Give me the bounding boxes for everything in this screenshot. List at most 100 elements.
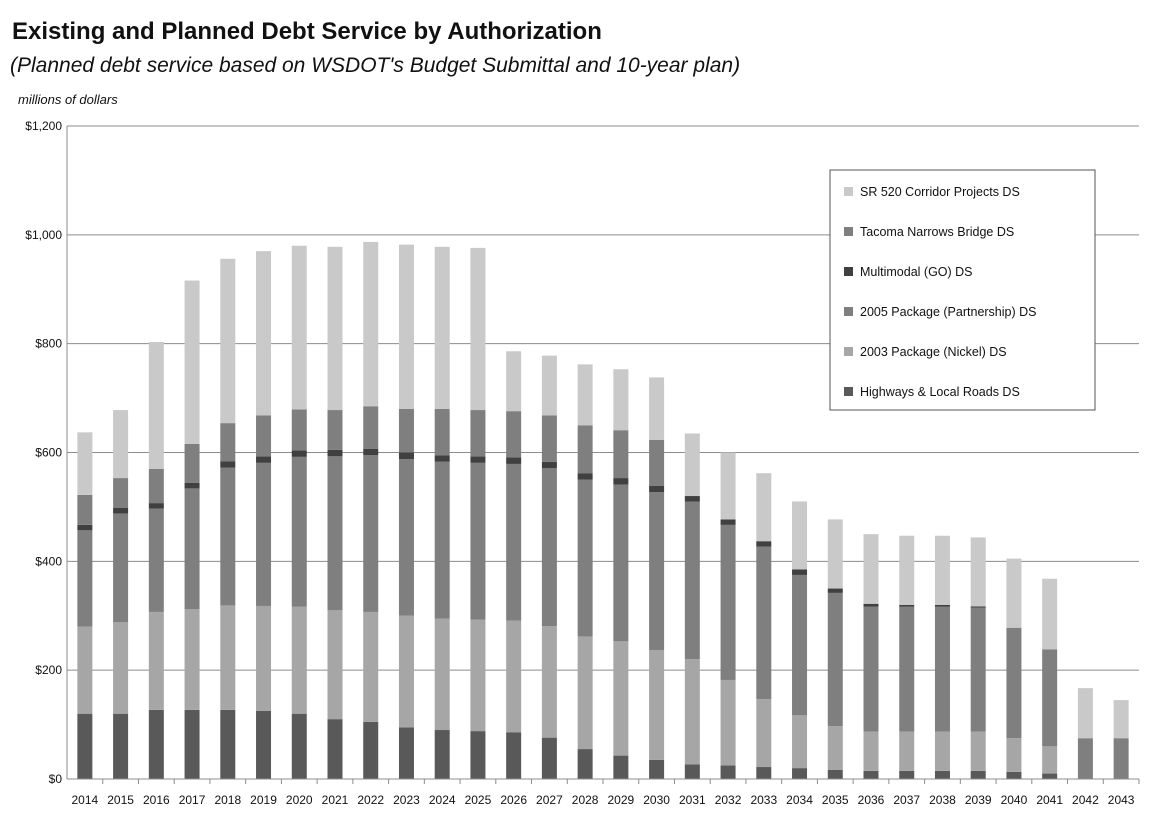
bar-segment	[434, 455, 450, 462]
bar-segment	[184, 488, 200, 610]
bar-segment	[613, 369, 629, 431]
x-tick-label: 2039	[965, 793, 992, 807]
bar-segment	[649, 439, 665, 486]
y-tick-label: $1,200	[25, 119, 62, 133]
bar-segment	[220, 258, 236, 424]
bar-segment	[720, 524, 736, 680]
y-tick-label: $400	[35, 554, 62, 568]
bar-segment	[256, 710, 272, 779]
bar-segment	[792, 569, 808, 575]
bar-segment	[363, 241, 379, 407]
bar-segment	[1077, 738, 1093, 779]
bar-segment	[970, 537, 986, 607]
bar-segment	[649, 377, 665, 440]
bar-segment	[720, 679, 736, 766]
x-tick-label: 2014	[72, 793, 99, 807]
bar-segment	[291, 713, 307, 779]
x-tick-label: 2024	[429, 793, 456, 807]
bar-segment	[256, 456, 272, 463]
bar-segment	[899, 604, 915, 607]
bar-segment	[77, 432, 93, 495]
legend-swatch	[844, 267, 853, 276]
bar-segment	[970, 770, 986, 779]
bar-segment	[256, 415, 272, 457]
bar-segment	[470, 456, 486, 463]
x-tick-label: 2043	[1108, 793, 1135, 807]
bar-segment	[684, 433, 700, 497]
bar-segment	[184, 443, 200, 483]
bar-segment	[934, 770, 950, 779]
bar-segment	[220, 423, 236, 462]
bar-segment	[184, 609, 200, 710]
legend-label: Highways & Local Roads DS	[860, 385, 1020, 399]
bar-segment	[1042, 649, 1058, 747]
bar-segment	[899, 731, 915, 771]
bar-segment	[792, 768, 808, 779]
bar-segment	[363, 455, 379, 612]
x-tick-label: 2035	[822, 793, 849, 807]
bar-segment	[1042, 578, 1058, 650]
x-tick-label: 2040	[1001, 793, 1028, 807]
chart-title: Existing and Planned Debt Service by Aut…	[12, 18, 602, 45]
bar-segment	[613, 484, 629, 642]
bar-segment	[148, 709, 164, 779]
legend-swatch	[844, 387, 853, 396]
bar-segment	[684, 496, 700, 502]
x-tick-label: 2021	[322, 793, 349, 807]
bar-segment	[756, 767, 772, 779]
bar-segment	[613, 478, 629, 485]
axes: $0 $200 $400 $600 $800 $1,000 $1,200 2014 2015 20…	[25, 119, 1140, 807]
bar-segment	[148, 468, 164, 504]
bar-segment	[1006, 771, 1022, 779]
bar-segment	[327, 410, 343, 450]
bar-segment	[434, 461, 450, 619]
x-tick-label: 2026	[500, 793, 527, 807]
bar-segment	[720, 519, 736, 525]
bar-segment	[113, 713, 129, 779]
bar-segment	[792, 574, 808, 716]
x-tick-label: 2028	[572, 793, 599, 807]
x-tick-label: 2034	[786, 793, 813, 807]
bar-segment	[327, 456, 343, 611]
bar-segment	[506, 732, 522, 779]
legend-box	[829, 169, 1096, 411]
bar-segment	[899, 535, 915, 605]
y-tick-label: $200	[35, 663, 62, 677]
bar-segment	[256, 462, 272, 606]
bar-segment	[827, 769, 843, 779]
bar-segment	[470, 619, 486, 732]
bar-segment	[1113, 700, 1129, 739]
bar-segment	[506, 620, 522, 733]
bar-segment	[77, 713, 93, 779]
bar-segment	[1006, 558, 1022, 628]
y-tick-label: $0	[49, 772, 63, 786]
bar-segment	[577, 636, 593, 750]
chart-subtitle: (Planned debt service based on WSDOT's B…	[10, 54, 741, 77]
y-axis-unit-label: millions of dollars	[18, 92, 118, 107]
bar-segment	[256, 251, 272, 416]
x-tick-label: 2031	[679, 793, 706, 807]
bar-segment	[577, 425, 593, 474]
bar-segment	[577, 364, 593, 426]
bar-segment	[684, 764, 700, 779]
bar-segment	[148, 508, 164, 612]
legend-label: Tacoma Narrows Bridge DS	[860, 225, 1014, 239]
bar-segment	[434, 246, 450, 409]
bar-segment	[613, 430, 629, 479]
bar-segment	[506, 351, 522, 412]
bar-segment	[398, 452, 414, 460]
bar-segment	[148, 342, 164, 469]
bar-segment	[398, 727, 414, 779]
bar-segment	[792, 501, 808, 570]
x-tick-label: 2029	[608, 793, 635, 807]
bar-segment	[756, 541, 772, 547]
bar-segment	[398, 244, 414, 409]
x-tick-label: 2015	[107, 793, 134, 807]
x-tick-label: 2037	[893, 793, 920, 807]
bar-segment	[577, 749, 593, 779]
bar-segment	[434, 618, 450, 731]
x-tick-label: 2041	[1036, 793, 1063, 807]
bar-segment	[363, 406, 379, 449]
bar-segment	[577, 473, 593, 480]
bar-segment	[720, 452, 736, 520]
